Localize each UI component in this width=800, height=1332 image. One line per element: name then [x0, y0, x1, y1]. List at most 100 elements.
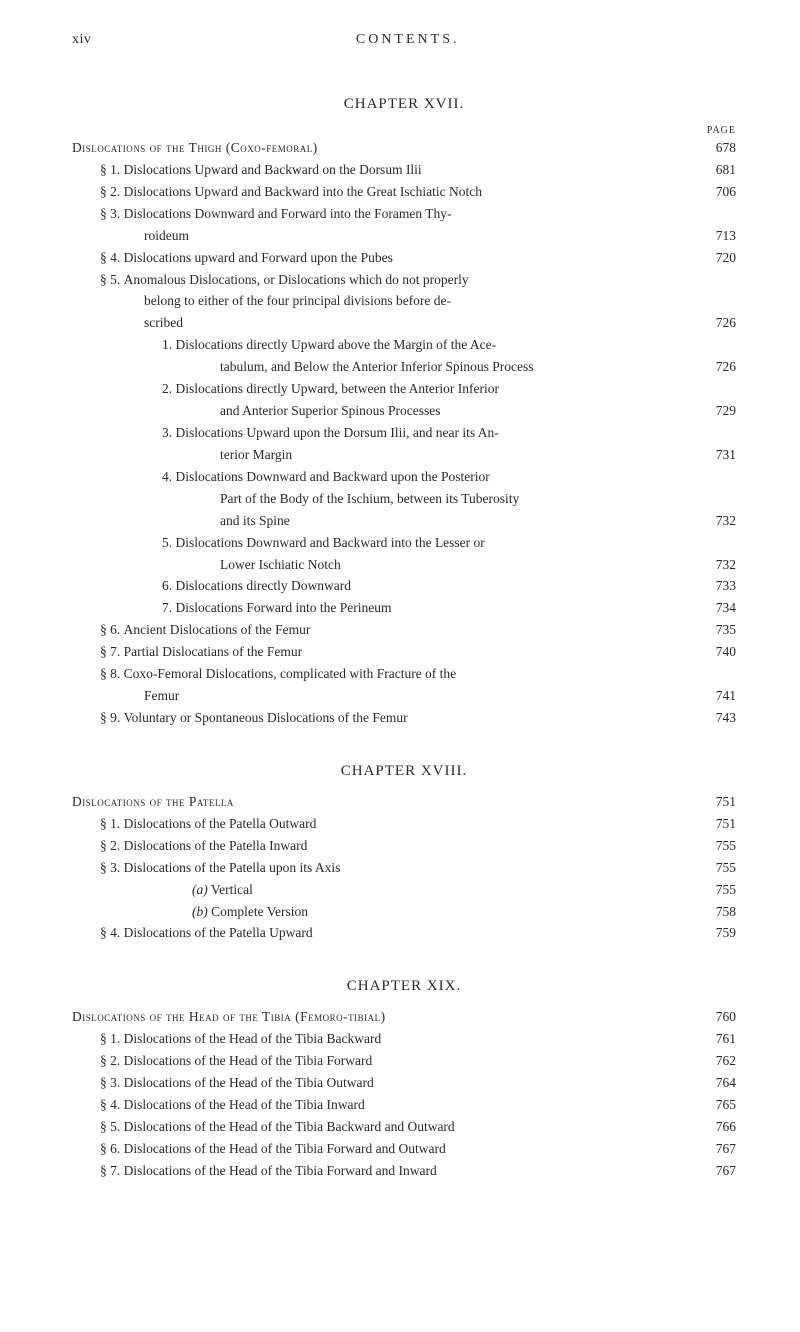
toc-entry-text: Voluntary or Spontaneous Dislocations of… [124, 708, 408, 729]
toc-entry-text: Dislocations directly Upward above the M… [176, 335, 497, 356]
toc-leader-dots [306, 655, 700, 656]
toc-line: § 1. Dislocations Upward and Backward on… [72, 160, 736, 181]
toc-entry-label: § 9. [72, 708, 124, 729]
toc-page-number: 760 [704, 1007, 736, 1028]
toc-page-number: 755 [704, 880, 736, 901]
toc-leader-dots [450, 1152, 700, 1153]
toc-entry-label: § 2. [72, 836, 124, 857]
toc-entry-text: Dislocations of the Head of the Tibia Ba… [124, 1117, 455, 1138]
chapter-block: CHAPTER XVIII.Dislocations of the Patell… [72, 763, 736, 944]
toc-entry-text: Partial Dislocatians of the Femur [124, 642, 302, 663]
toc-line: § 7. Partial Dislocatians of the Femur74… [72, 642, 736, 663]
toc-page-number: 767 [704, 1161, 736, 1182]
toc-entry-label: 4. [72, 467, 176, 488]
toc-entry-label: § 8. [72, 664, 124, 685]
toc-line: 3. Dislocations Upward upon the Dorsum I… [72, 423, 736, 444]
toc-entry-label: § 1. [72, 160, 124, 181]
toc-entry-text: scribed [144, 313, 183, 334]
toc-page-number: 767 [704, 1139, 736, 1160]
toc-entry-text: Dislocations Forward into the Perineum [176, 598, 392, 619]
toc-entry-text: belong to either of the four principal d… [144, 291, 451, 312]
toc-entry-label: 2. [72, 379, 176, 400]
toc-page-number: 751 [704, 792, 736, 813]
toc-line: § 3. Dislocations of the Head of the Tib… [72, 1073, 736, 1094]
toc-line: § 2. Dislocations Upward and Backward in… [72, 182, 736, 203]
toc-leader-dots [294, 524, 700, 525]
toc-entry-text: Dislocations upward and Forward upon the… [124, 248, 393, 269]
toc-entry-text: Dislocations of the Patella Inward [124, 836, 308, 857]
toc-entry-label: § 1. [72, 1029, 124, 1050]
toc-leader-dots [397, 261, 700, 262]
toc-leader-dots [312, 915, 700, 916]
toc-line: Part of the Body of the Ischium, between… [72, 489, 736, 510]
toc-page-number: 759 [704, 923, 736, 944]
toc-entry-text: Dislocations of the Patella Upward [124, 923, 313, 944]
toc-page-number: 758 [704, 902, 736, 923]
toc-page-number: 733 [704, 576, 736, 597]
toc-entry-text: Anomalous Dislocations, or Dislocations … [124, 270, 469, 291]
toc-entry-text: Dislocations of the Head of the Tibia Fo… [124, 1051, 373, 1072]
toc-leader-dots [369, 1108, 700, 1109]
toc-line: 6. Dislocations directly Downward733 [72, 576, 736, 597]
toc-line: Lower Ischiatic Notch732 [72, 555, 736, 576]
toc-leader-dots [322, 151, 700, 152]
toc-line: 7. Dislocations Forward into the Perineu… [72, 598, 736, 619]
toc-leader-dots [187, 326, 700, 327]
toc-leader-dots [238, 805, 700, 806]
toc-page-number: 729 [704, 401, 736, 422]
toc-leader-dots [444, 414, 700, 415]
chapter-title: CHAPTER XIX. [72, 978, 736, 995]
toc-line: Femur741 [72, 686, 736, 707]
toc-entry-label: § 2. [72, 1051, 124, 1072]
toc-line: Dislocations of the Thigh (Coxo-femoral)… [72, 138, 736, 159]
toc-entry-label: 5. [72, 533, 176, 554]
toc-entry-label: § 7. [72, 642, 124, 663]
toc-entry-label: § 3. [72, 1073, 124, 1094]
toc-line: 5. Dislocations Downward and Backward in… [72, 533, 736, 554]
toc-entry-text: and its Spine [220, 511, 290, 532]
toc-entry-label: § 4. [72, 248, 124, 269]
toc-entry-text: Dislocations directly Downward [176, 576, 351, 597]
toc-leader-dots [317, 936, 700, 937]
toc-entry-label: § 4. [72, 1095, 124, 1116]
toc-entry-text: roideum [144, 226, 189, 247]
toc-entry-text: Dislocations of the Head of the Tibia Ou… [124, 1073, 374, 1094]
toc-entry-text: Femur [144, 686, 179, 707]
toc-line: 2. Dislocations directly Upward, between… [72, 379, 736, 400]
toc-entry-text: Dislocations Upward and Backward on the … [124, 160, 422, 181]
toc-leader-dots [355, 589, 700, 590]
toc-entry-text: Dislocations Downward and Backward into … [176, 533, 485, 554]
toc-page-number: 735 [704, 620, 736, 641]
toc-entry-text: Ancient Dislocations of the Femur [124, 620, 311, 641]
toc-page-number: 681 [704, 160, 736, 181]
toc-page-number: 743 [704, 708, 736, 729]
toc-entry-text: Part of the Body of the Ischium, between… [220, 489, 519, 510]
toc-entry-label: § 2. [72, 182, 124, 203]
toc-entry-text: Dislocations of the Head of the Tibia Fo… [124, 1161, 437, 1182]
toc-page-number: 762 [704, 1051, 736, 1072]
toc-entry-label: § 1. [72, 814, 124, 835]
toc-line: tabulum, and Below the Anterior Inferior… [72, 357, 736, 378]
toc-entry-text: Dislocations Upward upon the Dorsum Ilii… [176, 423, 499, 444]
toc-leader-dots [378, 1086, 700, 1087]
toc-entry-label: 7. [72, 598, 176, 619]
toc-leader-dots [390, 1020, 700, 1021]
toc-line: § 1. Dislocations of the Head of the Tib… [72, 1029, 736, 1050]
toc-line: belong to either of the four principal d… [72, 291, 736, 312]
toc-leader-dots [385, 1042, 700, 1043]
toc-page-number: 734 [704, 598, 736, 619]
toc-entry-label: § 5. [72, 1117, 124, 1138]
toc-leader-dots [441, 1174, 700, 1175]
chapter-title: CHAPTER XVII. [72, 96, 736, 113]
toc-entry-text: Dislocations of the Head of the Tibia (F… [72, 1007, 386, 1028]
toc-leader-dots [537, 370, 700, 371]
toc-entry-text: Dislocations of the Patella [72, 792, 234, 813]
toc-line: § 2. Dislocations of the Patella Inward7… [72, 836, 736, 857]
toc-page-number: 713 [704, 226, 736, 247]
toc-page-number: 766 [704, 1117, 736, 1138]
toc-leader-dots [320, 827, 700, 828]
toc-leader-dots [183, 699, 700, 700]
toc-leader-dots [345, 568, 700, 569]
toc-line: 1. Dislocations directly Upward above th… [72, 335, 736, 356]
toc-line: § 1. Dislocations of the Patella Outward… [72, 814, 736, 835]
